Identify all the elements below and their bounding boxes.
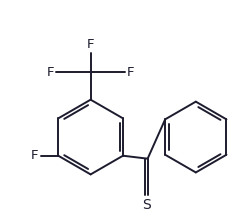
Text: F: F <box>86 38 94 51</box>
Text: S: S <box>141 198 150 212</box>
Text: F: F <box>31 149 39 162</box>
Text: F: F <box>127 66 134 79</box>
Text: F: F <box>47 66 54 79</box>
